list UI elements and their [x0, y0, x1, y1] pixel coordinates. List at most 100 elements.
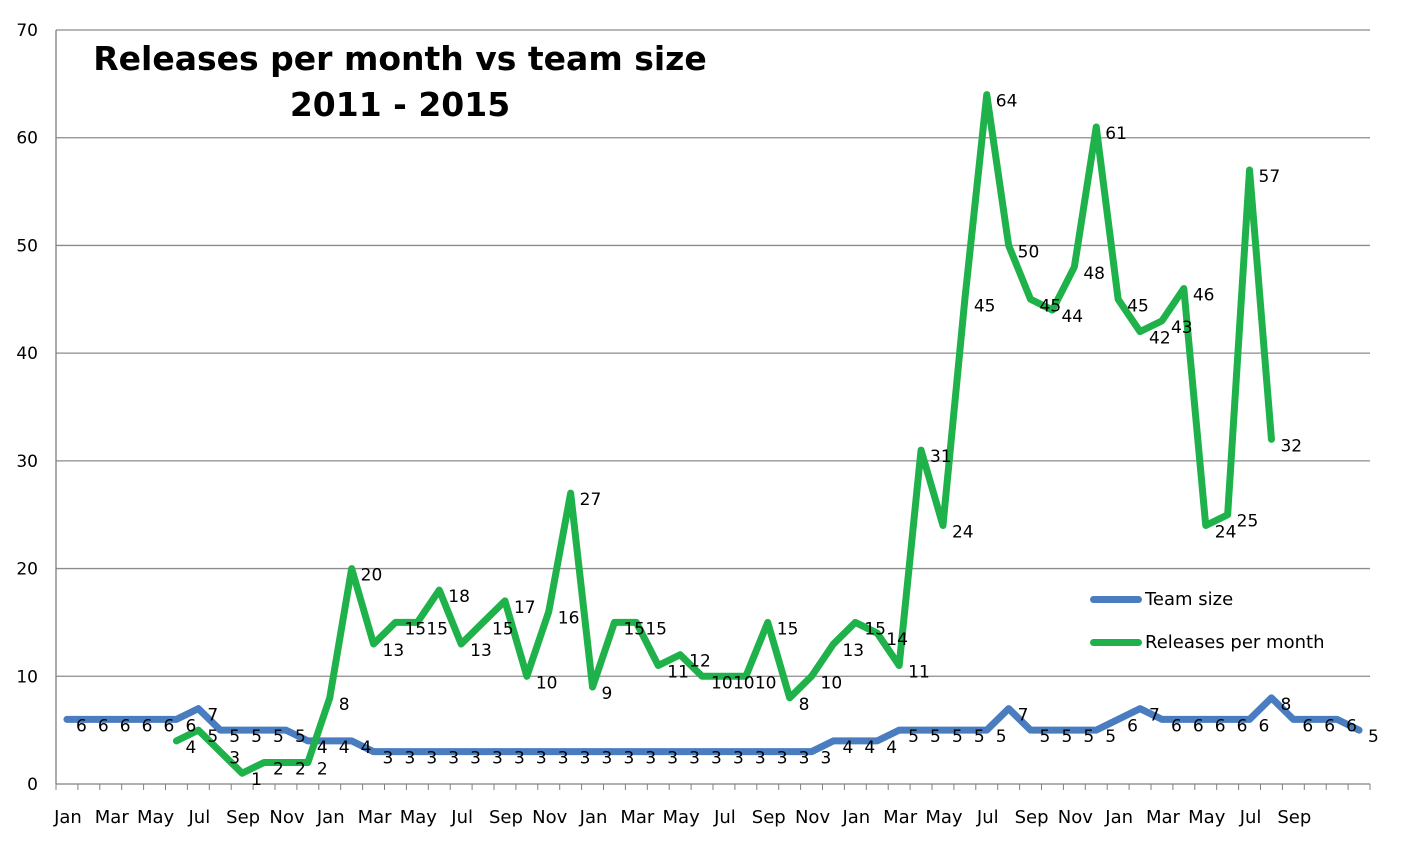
team-size-data-label: 6	[98, 716, 109, 736]
data-point	[195, 727, 201, 733]
team-size-data-label: 3	[404, 749, 415, 769]
releases-data-label: 61	[1105, 124, 1127, 144]
data-point	[962, 727, 968, 733]
legend-swatch-releases-per-month	[1090, 639, 1142, 646]
releases-data-label: 8	[339, 695, 350, 715]
data-point	[64, 716, 70, 722]
y-tick-label: 30	[16, 452, 38, 472]
team-size-data-label: 6	[142, 716, 153, 736]
data-point	[962, 296, 968, 302]
releases-data-label: 57	[1259, 167, 1281, 187]
x-tick-label: Jul	[187, 807, 210, 828]
y-tick-label: 50	[16, 236, 38, 256]
data-point	[809, 673, 815, 679]
team-size-data-label: 4	[886, 738, 897, 758]
releases-data-label: 10	[821, 673, 843, 693]
data-point	[1071, 264, 1077, 270]
releases-data-label: 10	[733, 673, 755, 693]
x-tick-label: Nov	[795, 807, 830, 828]
data-point	[940, 727, 946, 733]
x-tick-label: Jul	[976, 807, 999, 828]
x-tick-label: Mar	[1146, 807, 1181, 828]
y-tick-label: 20	[16, 560, 38, 580]
data-point	[1137, 329, 1143, 335]
x-tick-label: May	[663, 807, 701, 828]
data-point	[787, 749, 793, 755]
data-point	[392, 749, 398, 755]
data-point	[546, 609, 552, 615]
series-releases-per-month	[172, 91, 1275, 777]
releases-data-label: 1	[251, 770, 262, 790]
team-size-data-label: 6	[1346, 716, 1357, 736]
data-point	[590, 749, 596, 755]
releases-data-label: 17	[514, 598, 536, 618]
x-tick-label: Sep	[1015, 807, 1049, 828]
x-tick-label: Jul	[450, 807, 473, 828]
chart-title: Releases per month vs team size	[93, 39, 707, 78]
chart-title-block: Releases per month vs team size 2011 - 2…	[60, 36, 740, 128]
team-size-data-label: 3	[777, 749, 788, 769]
data-point	[436, 587, 442, 593]
team-size-data-label: 3	[580, 749, 591, 769]
data-point	[1181, 716, 1187, 722]
team-size-data-label: 3	[733, 749, 744, 769]
data-point	[502, 598, 508, 604]
releases-data-label: 25	[1237, 512, 1259, 532]
team-size-data-label: 6	[164, 716, 175, 736]
releases-data-label: 10	[711, 673, 733, 693]
data-point	[1028, 727, 1034, 733]
team-size-data-label: 5	[996, 727, 1007, 747]
data-point	[677, 749, 683, 755]
data-point	[743, 673, 749, 679]
team-size-data-label: 4	[842, 738, 853, 758]
x-tick-label: Jul	[713, 807, 736, 828]
team-size-data-label: 3	[755, 749, 766, 769]
data-point	[655, 663, 661, 669]
x-tick-label: Mar	[883, 807, 918, 828]
data-point	[327, 695, 333, 701]
data-point	[108, 716, 114, 722]
releases-data-label: 20	[361, 566, 383, 586]
data-point	[546, 749, 552, 755]
releases-data-label: 64	[996, 92, 1018, 112]
x-tick-label: Jan	[1104, 807, 1133, 828]
data-point	[918, 727, 924, 733]
team-size-data-label: 6	[185, 716, 196, 736]
releases-data-label: 15	[623, 619, 645, 639]
data-point	[765, 749, 771, 755]
legend: Team size Releases per month	[1090, 578, 1324, 664]
data-point	[1115, 296, 1121, 302]
releases-data-label: 13	[842, 641, 864, 661]
releases-data-label: 16	[558, 609, 580, 629]
releases-data-label: 32	[1280, 436, 1302, 456]
team-size-data-label: 7	[1018, 706, 1029, 726]
releases-data-label: 15	[492, 619, 514, 639]
data-point	[1247, 167, 1253, 173]
data-point	[809, 749, 815, 755]
team-size-data-label: 6	[1259, 716, 1270, 736]
releases-data-label: 13	[470, 641, 492, 661]
data-point	[699, 749, 705, 755]
series-line	[63, 694, 1363, 756]
releases-data-label: 8	[799, 695, 810, 715]
data-point	[1312, 716, 1318, 722]
data-point	[874, 630, 880, 636]
data-point	[765, 619, 771, 625]
team-size-data-label: 5	[1061, 727, 1072, 747]
data-point	[830, 738, 836, 744]
data-point	[371, 749, 377, 755]
data-point	[568, 490, 574, 496]
team-size-data-label: 3	[558, 749, 569, 769]
releases-data-label: 4	[185, 738, 196, 758]
releases-data-label: 50	[1018, 242, 1040, 262]
data-point	[458, 641, 464, 647]
team-size-data-label: 3	[470, 749, 481, 769]
data-point	[787, 695, 793, 701]
releases-data-label: 46	[1193, 286, 1215, 306]
data-point	[1225, 512, 1231, 518]
legend-item-team-size: Team size	[1090, 578, 1324, 621]
data-point	[590, 684, 596, 690]
team-size-data-label: 4	[864, 738, 875, 758]
team-size-data-label: 3	[383, 749, 394, 769]
